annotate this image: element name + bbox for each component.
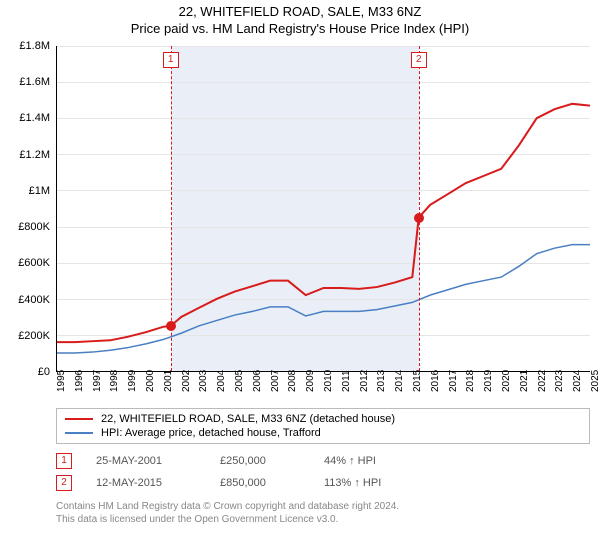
y-tick-label: £800K [18, 221, 50, 233]
x-tick-label: 1999 [127, 370, 138, 392]
legend-label-red: 22, WHITEFIELD ROAD, SALE, M33 6NZ (deta… [101, 413, 395, 425]
y-tick-label: £0 [38, 366, 50, 378]
y-tick-label: £600K [18, 257, 50, 269]
series-line [57, 245, 590, 353]
chart-container: 22, WHITEFIELD ROAD, SALE, M33 6NZ Price… [0, 0, 600, 560]
x-tick-label: 1998 [109, 370, 120, 392]
plot-region: 12 [56, 46, 590, 372]
x-tick-label: 2012 [359, 370, 370, 392]
x-tick-label: 2022 [537, 370, 548, 392]
x-tick-label: 2000 [145, 370, 156, 392]
x-tick-label: 2008 [287, 370, 298, 392]
x-tick-label: 1995 [56, 370, 67, 392]
x-tick-label: 2001 [163, 370, 174, 392]
x-tick-label: 2025 [590, 370, 600, 392]
x-tick-label: 2021 [519, 370, 530, 392]
y-tick-label: £1.2M [19, 149, 50, 161]
legend-label-blue: HPI: Average price, detached house, Traf… [101, 427, 321, 439]
x-tick-label: 2005 [234, 370, 245, 392]
x-tick-label: 2006 [252, 370, 263, 392]
sale-row-pct: 44% ↑ HPI [324, 455, 424, 467]
x-tick-label: 2009 [305, 370, 316, 392]
chart-title: 22, WHITEFIELD ROAD, SALE, M33 6NZ [0, 0, 600, 19]
x-tick-label: 2007 [270, 370, 281, 392]
x-tick-label: 2020 [501, 370, 512, 392]
sale-row-badge: 2 [56, 475, 72, 491]
y-tick-label: £1.4M [19, 112, 50, 124]
x-tick-label: 2014 [394, 370, 405, 392]
x-tick-label: 2024 [572, 370, 583, 392]
x-tick-label: 1996 [74, 370, 85, 392]
x-tick-label: 2004 [216, 370, 227, 392]
y-tick-label: £400K [18, 294, 50, 306]
x-tick-label: 2002 [181, 370, 192, 392]
x-tick-label: 2018 [465, 370, 476, 392]
x-tick-label: 2016 [430, 370, 441, 392]
footer: Contains HM Land Registry data © Crown c… [56, 500, 590, 526]
sale-marker-line [419, 46, 420, 371]
sale-row-price: £850,000 [220, 477, 300, 489]
x-tick-label: 1997 [92, 370, 103, 392]
x-tick-label: 2011 [341, 370, 352, 392]
chart-subtitle: Price paid vs. HM Land Registry's House … [0, 19, 600, 36]
sale-row: 1 25-MAY-2001 £250,000 44% ↑ HPI [56, 450, 590, 472]
legend-item-blue: HPI: Average price, detached house, Traf… [65, 426, 581, 440]
sale-row-date: 25-MAY-2001 [96, 455, 196, 467]
sales-table: 1 25-MAY-2001 £250,000 44% ↑ HPI 2 12-MAY-201… [56, 450, 590, 494]
y-axis-labels: £0£200K£400K£600K£800K£1M£1.2M£1.4M£1.6M… [10, 46, 54, 372]
chart-lines [57, 46, 590, 371]
sale-marker-badge: 1 [163, 52, 179, 68]
footer-line-1: Contains HM Land Registry data © Crown c… [56, 500, 590, 513]
y-tick-label: £1.8M [19, 40, 50, 52]
y-tick-label: £1.6M [19, 76, 50, 88]
x-tick-label: 2010 [323, 370, 334, 392]
sale-row-price: £250,000 [220, 455, 300, 467]
chart-area: £0 £200K £400K £600K £800K £1M £1.2M £1.4M £1.6M… [10, 46, 590, 406]
sale-row-badge: 1 [56, 453, 72, 469]
x-tick-label: 2003 [198, 370, 209, 392]
footer-line-2: This data is licensed under the Open Gov… [56, 513, 590, 526]
x-tick-label: 2023 [554, 370, 565, 392]
legend-swatch-red [65, 418, 93, 420]
legend: 22, WHITEFIELD ROAD, SALE, M33 6NZ (deta… [56, 408, 590, 444]
sale-marker-dot [166, 321, 176, 331]
y-tick-label: £200K [18, 330, 50, 342]
x-tick-label: 2015 [412, 370, 423, 392]
x-tick-label: 2013 [376, 370, 387, 392]
sale-row-date: 12-MAY-2015 [96, 477, 196, 489]
x-tick-label: 2017 [448, 370, 459, 392]
sale-row: 2 12-MAY-2015 £850,000 113% ↑ HPI [56, 472, 590, 494]
sale-row-pct: 113% ↑ HPI [324, 477, 424, 489]
x-axis-labels: 1995 1996 1997 1998 1999 2000 2001 2002 2003 2004… [56, 372, 590, 406]
sale-marker-badge: 2 [411, 52, 427, 68]
legend-swatch-blue [65, 432, 93, 434]
sale-marker-dot [414, 213, 424, 223]
series-line [57, 104, 590, 342]
x-tick-label: 2019 [483, 370, 494, 392]
y-tick-label: £1M [29, 185, 50, 197]
legend-item-red: 22, WHITEFIELD ROAD, SALE, M33 6NZ (deta… [65, 412, 581, 426]
